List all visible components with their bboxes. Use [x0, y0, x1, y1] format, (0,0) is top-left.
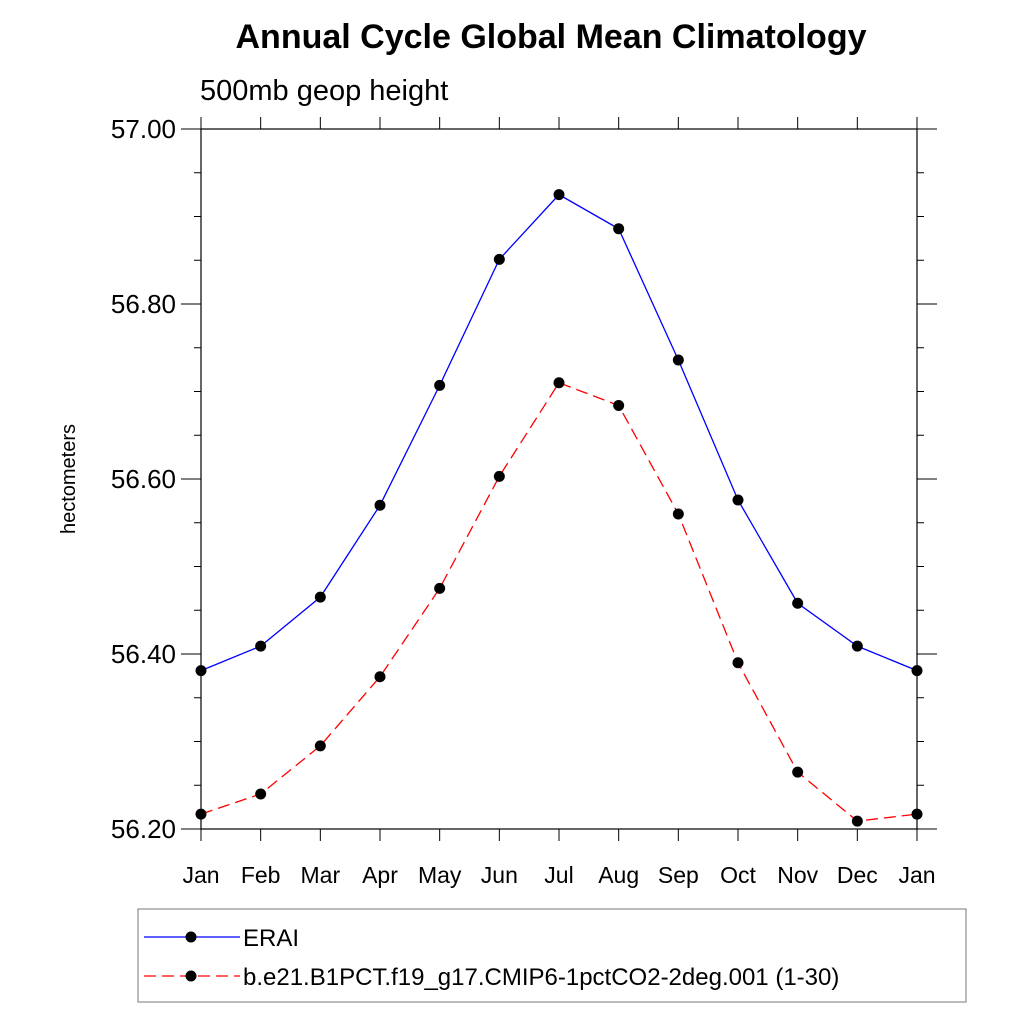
data-point	[255, 788, 267, 800]
legend-label: b.e21.B1PCT.f19_g17.CMIP6-1pctCO2-2deg.0…	[243, 964, 839, 991]
x-tick-label: May	[418, 862, 462, 888]
data-point	[792, 597, 804, 609]
series-layer	[195, 189, 923, 827]
y-tick-label: 57.00	[111, 114, 176, 144]
data-point	[553, 377, 565, 389]
x-tick-label: Aug	[598, 862, 639, 888]
x-tick-label: Jan	[898, 862, 935, 888]
data-point	[613, 223, 625, 235]
x-tick-label: Jul	[544, 862, 573, 888]
y-tick-label: 56.60	[111, 464, 176, 494]
x-tick-label: Jun	[481, 862, 518, 888]
x-tick-label: Dec	[837, 862, 878, 888]
y-axis-label: hectometers	[58, 424, 80, 534]
data-point	[792, 766, 804, 778]
legend: ERAI b.e21.B1PCT.f19_g17.CMIP6-1pctCO2-2d…	[137, 908, 967, 1003]
data-point	[553, 189, 565, 201]
data-point	[613, 400, 625, 411]
x-tick-label: Mar	[301, 862, 341, 888]
data-point	[493, 253, 505, 265]
x-tick-label: Feb	[241, 862, 281, 888]
data-point	[911, 665, 923, 677]
data-point	[732, 494, 744, 506]
series-line-1	[200, 381, 918, 822]
data-point	[434, 582, 446, 594]
legend-marker	[185, 931, 197, 943]
data-point	[314, 591, 326, 603]
series-line-0	[200, 193, 918, 672]
x-tick-label: Apr	[362, 862, 398, 888]
legend-label: ERAI	[243, 925, 299, 952]
x-tick-label: Nov	[777, 862, 818, 888]
data-point	[911, 808, 923, 820]
data-point	[851, 815, 863, 827]
data-point	[493, 470, 505, 482]
x-tick-label: Jan	[182, 862, 219, 888]
data-point	[195, 808, 207, 820]
data-point	[255, 640, 267, 652]
legend-marker	[185, 970, 197, 982]
chart-subtitle: 500mb geop height	[200, 75, 448, 107]
data-point	[374, 499, 386, 511]
data-point	[374, 671, 386, 683]
chart-title: Annual Cycle Global Mean Climatology	[236, 18, 867, 56]
data-point	[434, 379, 446, 391]
legend-box	[137, 908, 967, 1003]
data-point	[195, 665, 207, 677]
axis-ticks: Jan Feb Mar Apr May Jun Jul Aug Sep Oct Nov Dec Jan5…	[111, 114, 937, 888]
plot-frame	[200, 128, 918, 830]
y-tick-label: 56.80	[111, 289, 176, 319]
x-tick-label: Sep	[658, 862, 699, 888]
data-point	[732, 657, 744, 669]
data-point	[672, 354, 684, 366]
data-point	[851, 640, 863, 652]
x-tick-label: Oct	[720, 862, 756, 888]
y-tick-label: 56.20	[111, 814, 176, 844]
y-tick-label: 56.40	[111, 639, 176, 669]
data-point	[672, 508, 684, 520]
data-point	[314, 740, 326, 752]
